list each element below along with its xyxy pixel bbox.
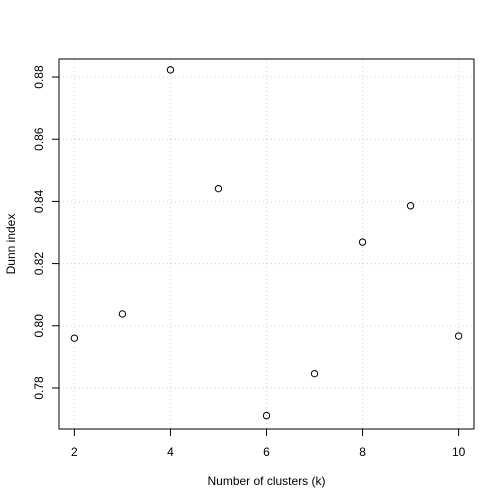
y-axis: 0.78 0.80 0.82 0.84 0.86 0.88 <box>32 65 59 400</box>
y-tick-label: 0.88 <box>32 65 46 89</box>
data-point-k9 <box>406 202 415 210</box>
y-tick-label: 0.78 <box>32 376 46 400</box>
x-tick-label: 8 <box>359 445 366 459</box>
data-point-k5 <box>214 184 223 193</box>
data-point-k3 <box>118 310 127 318</box>
x-tick-label: 10 <box>452 445 466 459</box>
y-tick-label: 0.82 <box>32 252 46 276</box>
data-point-k6 <box>262 411 271 420</box>
x-axis: 2 4 6 8 10 <box>71 429 466 459</box>
data-point-k4 <box>166 66 175 74</box>
y-axis-label: Dunn index <box>4 214 18 275</box>
x-tick-label: 2 <box>71 445 78 459</box>
data-point-k2 <box>70 334 79 342</box>
x-tick-label: 4 <box>167 445 174 459</box>
y-tick-label: 0.86 <box>32 127 46 151</box>
data-point-k8 <box>358 238 367 246</box>
y-tick-label: 0.84 <box>32 189 46 213</box>
y-tick-label: 0.80 <box>32 314 46 338</box>
x-tick-label: 6 <box>263 445 270 459</box>
data-point-k10 <box>454 332 463 340</box>
data-point-k7 <box>310 369 319 378</box>
data-points <box>70 66 463 420</box>
grid <box>59 59 474 429</box>
x-axis-label: Number of clusters (k) <box>207 474 325 488</box>
